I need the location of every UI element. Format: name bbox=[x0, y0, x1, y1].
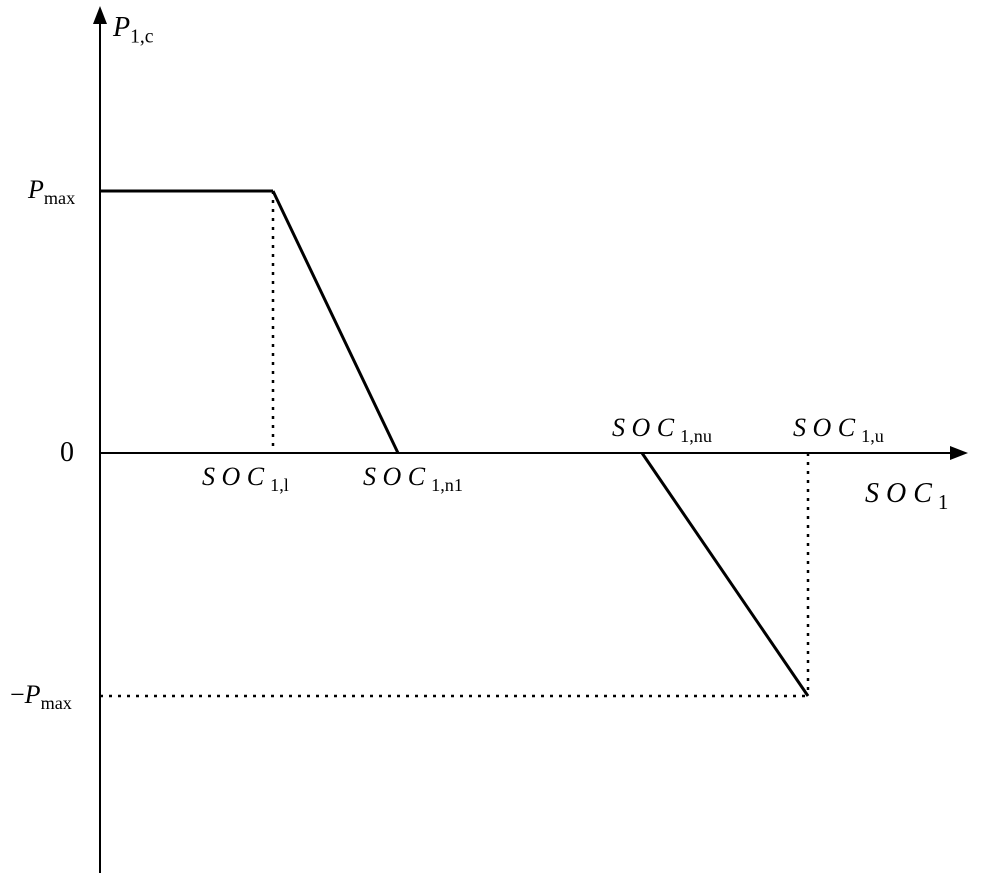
soc-1l-label: S O C 1,l bbox=[202, 462, 289, 496]
curve-ramp-down-1 bbox=[273, 191, 398, 453]
soc-1nl-main: S O C bbox=[363, 462, 425, 491]
soc-1nl-sub: 1,n1 bbox=[431, 475, 463, 495]
x-axis-arrow-icon bbox=[950, 446, 968, 460]
neg-pmax-prefix: − bbox=[10, 680, 25, 709]
pmax-sub: max bbox=[44, 188, 75, 208]
pmax-label: Pmax bbox=[28, 175, 75, 209]
soc-1l-sub: 1,l bbox=[270, 475, 289, 495]
soc-1nu-label: S O C 1,nu bbox=[612, 413, 712, 447]
x-axis-title: S O C1 bbox=[865, 478, 948, 515]
x-axis-title-sub: 1 bbox=[938, 490, 949, 514]
soc-1nu-main: S O C bbox=[612, 413, 674, 442]
soc-1u-sub: 1,u bbox=[861, 426, 884, 446]
pmax-main: P bbox=[28, 175, 44, 204]
zero-text: 0 bbox=[60, 437, 74, 468]
neg-pmax-label: −Pmax bbox=[10, 680, 72, 714]
soc-1l-main: S O C bbox=[202, 462, 264, 491]
y-axis-title-main: P bbox=[113, 12, 130, 43]
neg-pmax-main: P bbox=[25, 680, 41, 709]
x-axis-title-main: S O C bbox=[865, 478, 932, 509]
soc-1nl-label: S O C 1,n1 bbox=[363, 462, 463, 496]
y-axis-arrow-icon bbox=[93, 6, 107, 24]
curve-ramp-down-2 bbox=[642, 453, 808, 696]
chart-container: P1,c S O C1 Pmax −Pmax 0 S O C1,l S O C1… bbox=[0, 0, 1000, 881]
soc-1u-label: S O C 1,u bbox=[793, 413, 884, 447]
y-axis-title-sub: 1,c bbox=[130, 27, 153, 48]
y-axis-title: P1,c bbox=[113, 12, 154, 49]
soc-1u-main: S O C bbox=[793, 413, 855, 442]
zero-label: 0 bbox=[60, 437, 74, 469]
soc-1nu-sub: 1,nu bbox=[680, 426, 712, 446]
neg-pmax-sub: max bbox=[41, 693, 72, 713]
